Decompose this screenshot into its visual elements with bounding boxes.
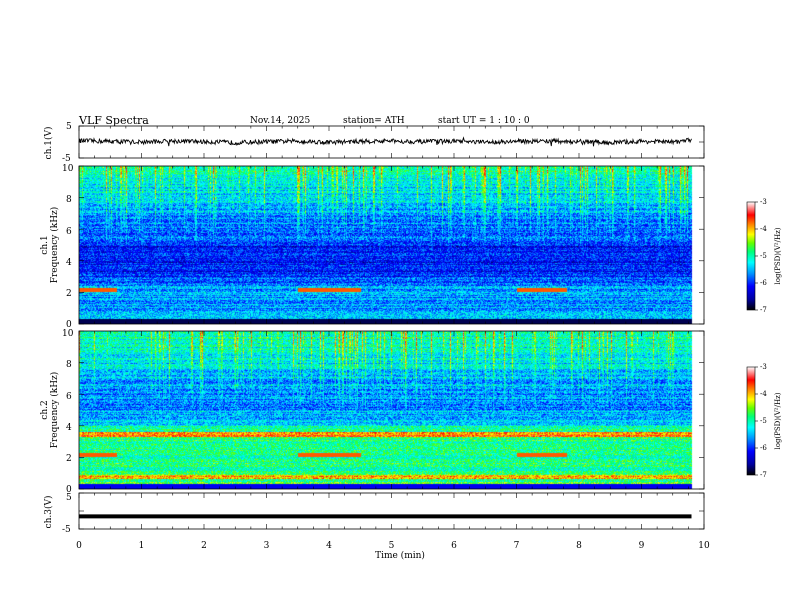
ch2-spectrogram-ticks: [78, 330, 705, 490]
ch1-ytick-top: 5: [66, 122, 72, 132]
ch3-waveform-ylabel: ch.3(V): [43, 496, 54, 529]
ch3-waveform-frame: [78, 492, 705, 530]
x-tick-label: 10: [698, 541, 710, 551]
ch2-cb-tick-m7: -7: [760, 471, 767, 479]
ch1-spectrogram-image: [79, 166, 704, 324]
ch2-freq-tick-2: 2: [66, 454, 72, 464]
ch2-freq-tick-8: 8: [66, 360, 72, 370]
ch1-spectrogram-ytick-labels: 10 8 6 4 2 0: [62, 164, 74, 330]
ch3-waveform-ticks: [78, 492, 705, 530]
ch2-colorbar-ticks: [755, 366, 758, 476]
ch1-cb-tick-m7: -7: [760, 306, 767, 314]
x-tick-label: 7: [514, 541, 520, 551]
ch3-waveform-panel: 5 -5 ch.3(V): [43, 492, 705, 535]
ch2-channel-name: ch.2: [40, 400, 50, 419]
ch2-cb-tick-m5: -5: [760, 417, 767, 425]
x-tick-label: 0: [76, 541, 82, 551]
x-tick-label: 6: [451, 541, 457, 551]
ch1-cb-tick-m6: -6: [760, 279, 767, 287]
ch2-freq-tick-10: 10: [62, 329, 74, 339]
ch1-colorbar: -3 -4 -5 -6 -7 log(PSD)(V²/Hz): [746, 198, 782, 314]
ch1-waveform-ylabel: ch.1(V): [43, 127, 54, 160]
x-tick-label: 3: [264, 541, 270, 551]
ch1-channel-name: ch.1: [40, 235, 50, 254]
ch1-spectrogram-panel: 10 8 6 4 2 0 ch.1 Frequency (kHz): [40, 164, 705, 330]
start-ut-label: start UT = 1 : 10 : 0: [438, 116, 530, 126]
ch1-colorbar-ticks: [755, 201, 758, 311]
ch1-freq-tick-6: 6: [66, 227, 72, 237]
ch1-waveform-line: [78, 136, 692, 147]
ch2-cb-tick-m6: -6: [760, 444, 767, 452]
station-label: station= ATH: [343, 116, 405, 126]
x-tick-label: 1: [139, 541, 145, 551]
ch1-frequency-axis-name: Frequency (kHz): [49, 207, 60, 284]
ch3-ytick-top: 5: [66, 493, 72, 503]
x-tick-label: 5: [389, 541, 395, 551]
ch1-frequency-label: Frequency (kHz): [49, 207, 60, 284]
ch1-freq-tick-0: 0: [66, 320, 72, 330]
ch1-freq-tick-10: 10: [62, 164, 74, 174]
x-tick-label: 4: [326, 541, 332, 551]
ch1-channel-label: ch.1: [40, 235, 50, 254]
ch2-colorbar: -3 -4 -5 -6 -7 log(PSD)(V²/Hz): [746, 363, 782, 479]
ch1-cb-tick-m4: -4: [760, 225, 767, 233]
ch1-freq-tick-2: 2: [66, 289, 72, 299]
ch1-spectrogram-ticks: [78, 165, 705, 325]
ch1-freq-tick-8: 8: [66, 195, 72, 205]
ch2-colorbar-scale: [746, 366, 756, 476]
ch1-waveform-panel: 5 -5 ch.1(V): [43, 122, 705, 164]
ch2-frequency-label: Frequency (kHz): [49, 372, 60, 449]
date-label: Nov.14, 2025: [250, 116, 311, 126]
x-axis-tick-labels: 0 1 2 3 4 5 6 7 8 9 10: [76, 541, 710, 551]
ch2-channel-label: ch.2: [40, 400, 50, 419]
ch2-spectrogram-image: [79, 331, 704, 489]
x-axis-label: Time (min): [375, 550, 425, 561]
ch1-freq-tick-4: 4: [66, 258, 72, 268]
ch2-colorbar-label: log(PSD)(V²/Hz): [774, 392, 782, 449]
ch2-freq-tick-6: 6: [66, 392, 72, 402]
ch1-colorbar-label: log(PSD)(V²/Hz): [774, 227, 782, 284]
ch1-colorbar-scale: [746, 201, 756, 311]
ch2-cb-tick-m3: -3: [760, 363, 767, 371]
ch2-freq-tick-0: 0: [66, 485, 72, 495]
ch1-ytick-bottom: -5: [62, 154, 71, 164]
ch2-cb-tick-m4: -4: [760, 390, 767, 398]
ch1-waveform-ticks: [78, 125, 705, 159]
ch1-cb-tick-m3: -3: [760, 198, 767, 206]
x-tick-label: 9: [639, 541, 645, 551]
ch3-ytick-bottom: -5: [62, 525, 71, 535]
ch1-cb-tick-m5: -5: [760, 252, 767, 260]
figure-title: VLF Spectra: [78, 114, 149, 127]
ch2-frequency-axis-name: Frequency (kHz): [49, 372, 60, 449]
x-tick-label: 2: [201, 541, 207, 551]
ch2-spectrogram-panel: 10 8 6 4 2 0 ch.2 Frequency (kHz): [40, 329, 705, 495]
ch2-freq-tick-4: 4: [66, 423, 72, 433]
ch2-spectrogram-ytick-labels: 10 8 6 4 2 0: [62, 329, 74, 495]
x-tick-label: 8: [576, 541, 582, 551]
